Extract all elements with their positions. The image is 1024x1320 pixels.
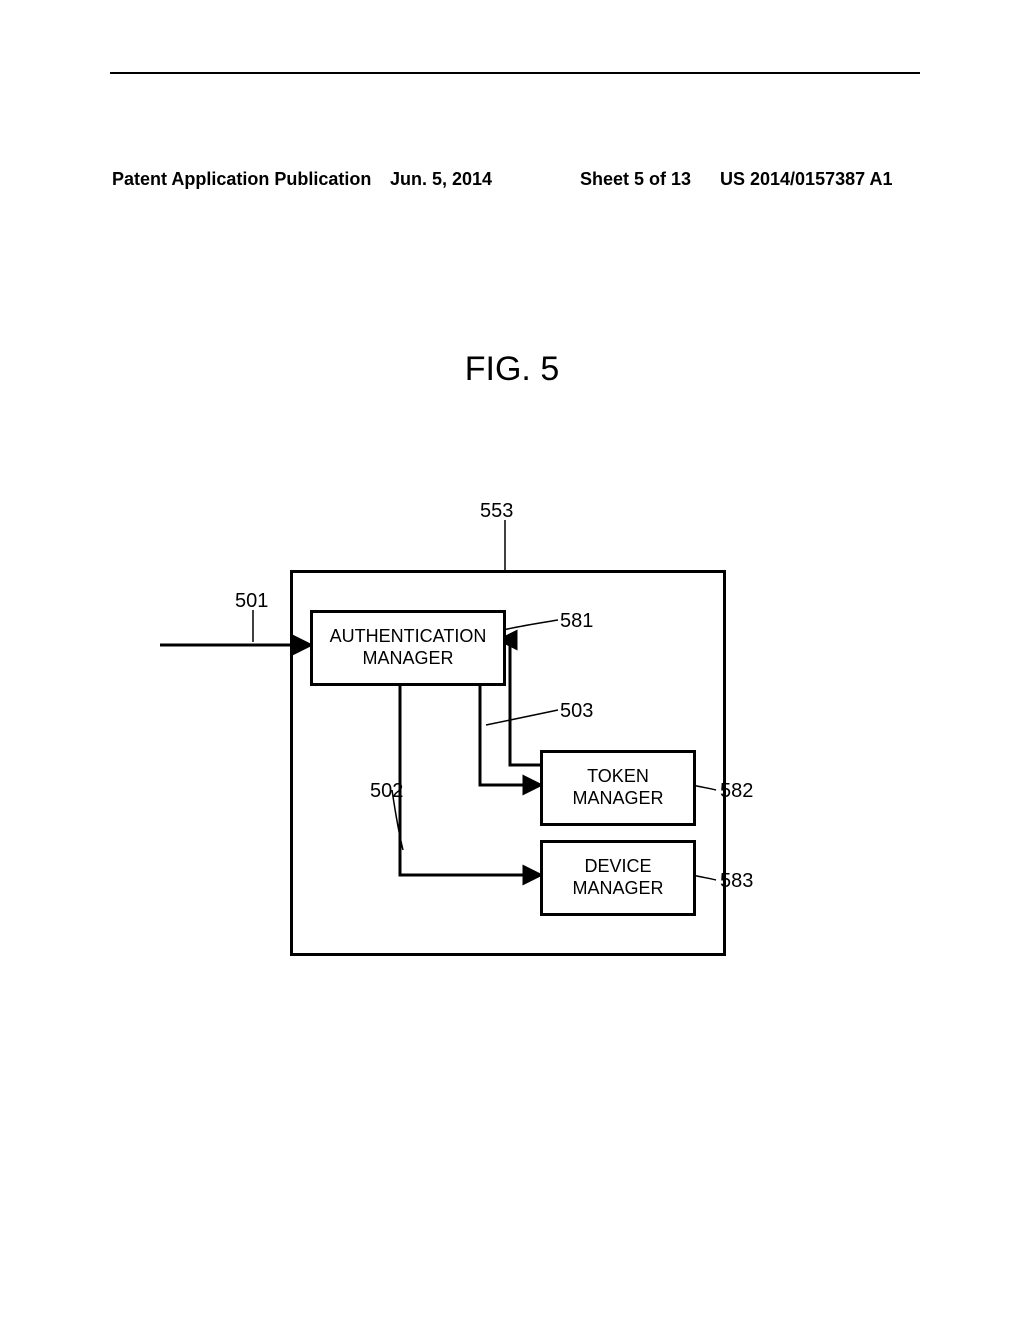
header-publication: Patent Application Publication [112, 169, 371, 190]
page: Patent Application Publication Jun. 5, 2… [0, 0, 1024, 1320]
header-pubno: US 2014/0157387 A1 [720, 169, 892, 190]
node-device: DEVICEMANAGER [540, 840, 696, 916]
ref-label-553: 553 [480, 500, 513, 523]
ref-label-581: 581 [560, 610, 593, 633]
header-date: Jun. 5, 2014 [390, 169, 492, 190]
node-auth: AUTHENTICATIONMANAGER [310, 610, 506, 686]
figure-title: FIG. 5 [0, 350, 1024, 389]
ref-label-501: 501 [235, 590, 268, 613]
ref-label-503: 503 [560, 700, 593, 723]
header-sheet: Sheet 5 of 13 [580, 169, 691, 190]
header-rule [110, 72, 920, 74]
diagram-area: AUTHENTICATIONMANAGER TOKENMANAGER DEVICEM… [160, 510, 860, 970]
ref-label-583: 583 [720, 870, 753, 893]
node-token: TOKENMANAGER [540, 750, 696, 826]
ref-label-502: 502 [370, 780, 403, 803]
ref-label-582: 582 [720, 780, 753, 803]
